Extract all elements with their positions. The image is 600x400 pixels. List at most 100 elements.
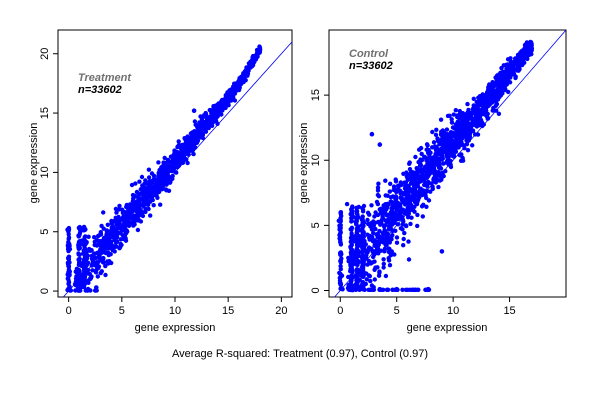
y-tick-label: 10 — [310, 154, 322, 166]
control-data-point-1496 — [420, 175, 425, 181]
treatment-data-point-1395 — [76, 241, 82, 246]
control-data-point-1420 — [370, 260, 375, 265]
treatment-data-point-1458 — [83, 241, 88, 247]
treatment-data-point-1160 — [133, 207, 139, 212]
control-data-point-1350 — [467, 113, 472, 118]
treatment-data-point-677 — [92, 239, 98, 244]
control-data-point-1375 — [463, 121, 469, 126]
treatment-data-point-956 — [192, 141, 198, 146]
treatment-data-point-969 — [107, 239, 112, 245]
treatment-data-point-214 — [158, 202, 163, 207]
control-data-point-1132 — [493, 103, 498, 109]
treatment-data-point-557 — [146, 175, 152, 180]
control-data-point-1466 — [424, 156, 429, 161]
control-data-point-1334 — [478, 117, 484, 123]
treatment-data-point-962 — [129, 182, 135, 188]
treatment-data-point-108 — [86, 234, 91, 239]
control-data-point-1091 — [444, 150, 450, 156]
control-data-point-1762 — [439, 249, 445, 254]
control-data-point-1553 — [337, 231, 343, 237]
control-x-axis-label: gene expression — [407, 322, 488, 334]
control-data-point-1608 — [350, 249, 355, 255]
control-data-point-366 — [364, 277, 369, 282]
treatment-data-point-1272 — [221, 101, 227, 106]
control-data-point-460 — [388, 181, 393, 186]
control-data-point-1180 — [431, 162, 437, 168]
control-data-point-1462 — [450, 132, 455, 137]
treatment-data-point-454 — [185, 160, 190, 166]
control-data-point-1748 — [405, 287, 410, 292]
control-data-point-1491 — [372, 220, 378, 225]
control-data-point-1058 — [484, 113, 489, 119]
control-data-point-953 — [440, 128, 445, 133]
control-data-point-1144 — [375, 192, 381, 198]
control-data-point-696 — [433, 132, 439, 137]
control-data-point-957 — [381, 203, 386, 208]
control-data-point-1261 — [441, 173, 446, 179]
control-data-point-199 — [409, 215, 414, 220]
control-data-point-1552 — [338, 258, 343, 264]
control-data-point-1766 — [340, 286, 345, 292]
control-data-point-269 — [381, 261, 386, 267]
treatment-data-point-964 — [89, 248, 94, 253]
treatment-data-point-897 — [197, 133, 202, 138]
control-data-point-1398 — [470, 106, 476, 112]
control-data-point-1441 — [364, 253, 369, 258]
treatment-data-point-88 — [135, 227, 141, 233]
control-data-point-1532 — [338, 210, 343, 215]
treatment-data-point-1238 — [114, 222, 119, 227]
control-data-point-1315 — [401, 219, 406, 224]
control-data-point-1323 — [382, 249, 387, 254]
control-data-point-403 — [344, 201, 350, 207]
control-data-point-1360 — [426, 160, 431, 165]
x-tick-label: 5 — [119, 305, 125, 317]
control-data-point-1359 — [372, 238, 377, 243]
treatment-panel-title: Treatment — [78, 72, 132, 84]
control-data-point-1425 — [441, 140, 446, 145]
treatment-data-point-1352 — [65, 261, 71, 267]
control-data-point-1471 — [389, 199, 394, 205]
treatment-data-point-1115 — [113, 206, 119, 212]
control-data-point-1470 — [471, 122, 477, 127]
control-data-point-1439 — [382, 228, 387, 233]
control-data-point-1423 — [457, 129, 462, 134]
control-data-point-1411 — [475, 109, 480, 114]
control-n-label: n=33602 — [349, 60, 393, 72]
treatment-data-point-941 — [193, 122, 198, 128]
control-data-point-1233 — [448, 137, 453, 142]
control-data-point-1192 — [415, 169, 420, 174]
treatment-data-point-935 — [133, 181, 138, 186]
control-plot-frame — [328, 29, 567, 298]
control-data-point-1497 — [512, 66, 517, 71]
control-data-point-1379 — [455, 113, 460, 118]
control-data-point-1755 — [347, 287, 352, 292]
treatment-scatter-panel: 0 5 10 15 20 0 5 10 15 20 Treatment n=33602 gene… — [28, 29, 293, 334]
control-data-point-1717 — [361, 241, 366, 246]
treatment-data-point-1207 — [237, 82, 242, 88]
control-data-point-7 — [428, 189, 433, 194]
control-data-point-771 — [465, 101, 470, 107]
control-data-point-924 — [369, 203, 374, 208]
control-data-point-1572 — [348, 239, 353, 244]
treatment-data-point-824 — [156, 160, 161, 165]
control-data-point-1023 — [416, 179, 421, 185]
treatment-data-point-1220 — [182, 152, 187, 157]
control-data-point-1071 — [430, 145, 435, 150]
control-data-point-1418 — [439, 155, 444, 160]
control-data-point-587 — [381, 257, 386, 262]
control-data-point-1487 — [479, 99, 485, 105]
control-data-point-1455 — [408, 197, 413, 202]
control-data-point-1726 — [357, 287, 362, 292]
control-data-point-1252 — [366, 273, 372, 278]
control-reference-line — [334, 30, 566, 297]
control-data-point-1243 — [453, 108, 458, 113]
control-data-point-1371 — [395, 206, 400, 211]
control-data-point-1483 — [461, 142, 466, 148]
control-data-point-966 — [437, 142, 442, 147]
treatment-data-point-1257 — [125, 205, 131, 210]
control-data-point-1448 — [435, 177, 440, 183]
treatment-data-point-1332 — [66, 248, 71, 254]
treatment-data-point-243 — [162, 155, 167, 161]
control-data-point-655 — [396, 183, 402, 189]
treatment-data-point-637 — [131, 196, 136, 201]
